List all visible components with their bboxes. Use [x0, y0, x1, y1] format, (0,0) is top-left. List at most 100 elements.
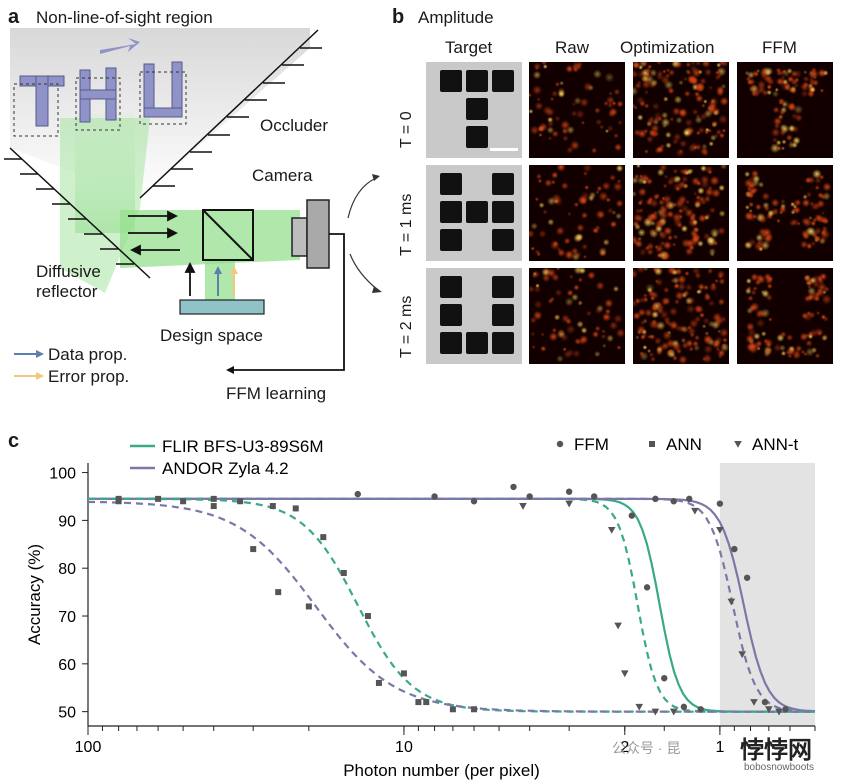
marker-legend-icon: [734, 441, 742, 448]
x-tick-label: 100: [75, 739, 102, 756]
data-point: [761, 698, 769, 706]
col-header-optimization: Optimization: [620, 38, 715, 57]
x-tick-label: 1: [715, 739, 724, 756]
watermark-text: 公众号 · 昆: [612, 740, 681, 756]
data-point: [614, 622, 622, 630]
data-point: [565, 488, 573, 495]
marker-legend-icon: [649, 441, 655, 447]
row-label-t0: T = 0: [398, 111, 415, 148]
ann-fit-curve: [88, 497, 815, 713]
target-block: [492, 173, 514, 195]
ffm-image: [737, 268, 833, 364]
data-point: [652, 495, 659, 503]
panel-a-letter: a: [8, 6, 20, 28]
data-point: [340, 569, 347, 576]
camera-label: Camera: [252, 166, 313, 185]
col-header-ffm: FFM: [762, 38, 797, 57]
data-point: [590, 493, 598, 500]
target-image: [426, 165, 522, 261]
panel-a-title: Non-line-of-sight region: [36, 8, 213, 27]
raw-image: [529, 165, 625, 261]
y-tick-label: 80: [58, 561, 76, 578]
data-point: [775, 708, 783, 716]
target-block: [440, 70, 462, 92]
y-axis-label: Accuracy (%): [25, 544, 44, 645]
ann-t-fit-curve: [88, 497, 816, 713]
nlos-schematic: [4, 28, 382, 380]
target-block: [440, 332, 462, 354]
data-point: [210, 503, 217, 510]
target-block: [466, 201, 488, 223]
data-point: [470, 498, 478, 505]
optimization-image: [633, 165, 729, 261]
y-tick-label: 90: [58, 513, 76, 530]
y-tick-label: 60: [58, 657, 76, 674]
data-point: [607, 526, 616, 534]
raw-image: [529, 62, 625, 158]
data-point: [697, 706, 704, 713]
target-block: [492, 229, 514, 251]
target-block: [440, 229, 462, 251]
marker-legend-icon: [556, 440, 564, 448]
data-point: [449, 706, 456, 713]
data-arrows: [128, 210, 196, 296]
accuracy-chart: 50 60 70 80 90 100 100 10 2 1 Photon number (per p…: [25, 435, 816, 780]
data-point: [115, 498, 122, 505]
data-point: [743, 574, 751, 581]
target-block: [466, 70, 488, 92]
ffm-fit-curve: [88, 497, 815, 713]
target-block: [492, 304, 514, 326]
marker-legend-label: ANN: [666, 435, 702, 454]
panel-c-letter: c: [8, 430, 20, 452]
x-axis-label: Photon number (per pixel): [343, 761, 540, 780]
data-point: [510, 483, 517, 491]
target-block: [492, 70, 514, 92]
legend-error-prop: Error prop.: [48, 367, 130, 386]
data-point: [375, 679, 382, 686]
optical-beam: [120, 210, 300, 268]
data-point: [320, 534, 327, 541]
ffm-fit-curve: [88, 497, 816, 713]
ffm-learning-loop: [232, 233, 345, 371]
target-image: [426, 62, 522, 158]
beam-splitter: [202, 209, 254, 261]
data-point: [691, 507, 699, 515]
occluder-label: Occluder: [260, 116, 329, 135]
data-point: [738, 651, 746, 659]
thu-object: [19, 61, 183, 127]
data-point: [716, 500, 724, 507]
data-point: [210, 495, 217, 502]
data-point: [292, 505, 299, 512]
data-point: [669, 708, 678, 716]
diffusive-reflector-label: Diffusive reflector: [36, 262, 101, 301]
optimization-image: [633, 268, 729, 364]
data-point: [716, 526, 724, 534]
data-point: [628, 512, 636, 519]
data-point: [237, 498, 244, 505]
target-block: [492, 332, 514, 354]
ffm-image: [737, 165, 833, 261]
motion-arrow-icon: [100, 38, 140, 54]
x-tick-label: 10: [395, 739, 413, 756]
data-point: [651, 708, 660, 716]
data-point: [269, 503, 276, 510]
series-legend-label: ANDOR Zyla 4.2: [162, 459, 289, 478]
target-block: [466, 126, 488, 148]
data-point: [305, 603, 312, 610]
data-point: [275, 589, 282, 596]
data-point: [250, 546, 257, 553]
ann-fit-curve: [87, 500, 815, 713]
data-point: [400, 670, 407, 677]
optimization-image: [633, 62, 729, 158]
data-point: [765, 706, 773, 714]
camera-icon: [291, 199, 330, 269]
data-point: [180, 498, 187, 505]
data-point: [364, 613, 371, 620]
data-point: [620, 670, 629, 678]
series-legend-label: FLIR BFS-U3-89S6M: [162, 437, 324, 456]
data-point: [519, 503, 527, 510]
data-point: [471, 706, 478, 713]
row-label-t2: T = 2 ms: [398, 295, 415, 358]
ann-t-fit-curve: [88, 497, 815, 713]
target-block: [440, 276, 462, 298]
